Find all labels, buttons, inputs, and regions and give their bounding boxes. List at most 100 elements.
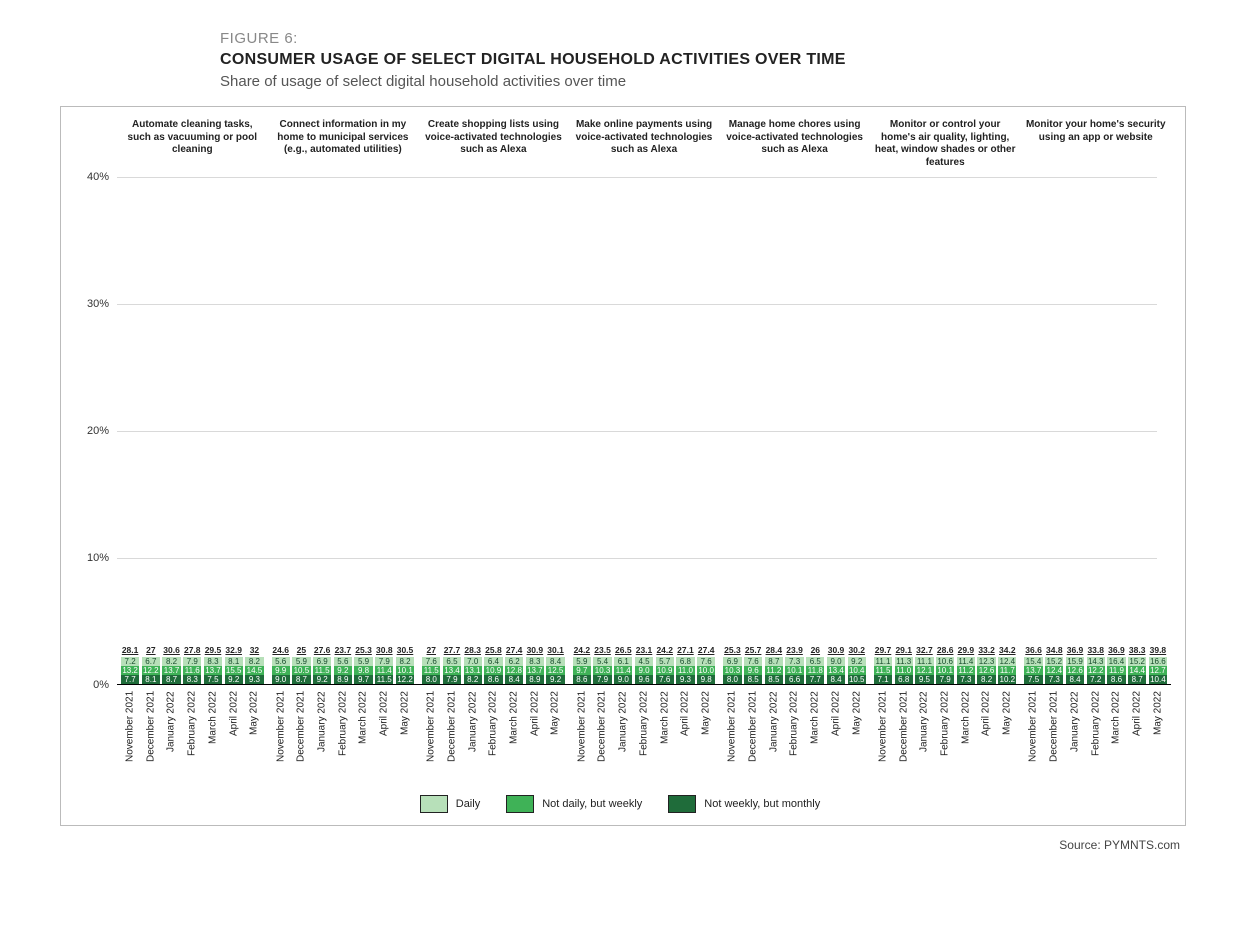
x-label: November 2021	[1024, 691, 1042, 785]
x-axis-labels: November 2021December 2021January 2022Fe…	[870, 685, 1021, 785]
bar-segment-monthly: 9.5	[915, 675, 933, 684]
x-label: November 2021	[723, 691, 741, 785]
bar-total-label: 25.7	[744, 645, 762, 655]
chart-panel: Connect information in my home to munici…	[268, 119, 419, 785]
panel-title: Monitor your home's security using an ap…	[1020, 119, 1171, 171]
bar-segment-weekly: 11.0	[895, 666, 913, 675]
bar-segment-monthly: 7.9	[936, 675, 954, 684]
bar-segment-monthly: 8.7	[162, 675, 180, 684]
legend-label: Daily	[456, 798, 480, 810]
bar-segment-label: 7.9	[187, 657, 198, 666]
y-axis: 0%10%20%30%40%	[69, 119, 117, 785]
bar-segment-label: 12.4	[1000, 657, 1016, 666]
panel-title: Make online payments using voice-activat…	[569, 119, 720, 171]
bar: 30.99.013.48.4	[827, 645, 845, 684]
bar-segment-label: 12.8	[506, 666, 522, 675]
bar-segment-weekly: 13.2	[121, 666, 139, 675]
bar-segment-monthly: 8.4	[827, 675, 845, 684]
bar-segment-label: 15.5	[226, 666, 242, 675]
bar-segment-label: 8.0	[727, 675, 738, 684]
bar-segment-label: 10.1	[787, 666, 803, 675]
bar-segment-monthly: 12.2	[396, 675, 414, 684]
chart-body: 0%10%20%30%40%Automate cleaning tasks, s…	[69, 119, 1171, 785]
bar-segment-label: 8.7	[166, 675, 177, 684]
bar-segment-monthly: 7.9	[443, 675, 461, 684]
bar-segment-monthly: 8.6	[484, 675, 502, 684]
legend-item: Daily	[420, 795, 480, 813]
bar-segment-label: 10.4	[849, 666, 865, 675]
bar-segment-label: 11.5	[377, 675, 392, 684]
bar-segment-monthly: 9.2	[225, 675, 243, 684]
bar-segment-label: 9.0	[638, 666, 649, 675]
bar-segment-weekly: 11.5	[313, 666, 331, 675]
bar-segment-label: 7.3	[1049, 675, 1060, 684]
bar-segment-daily: 14.3	[1087, 657, 1105, 666]
x-label: March 2022	[354, 691, 372, 785]
bar-segment-daily: 16.6	[1149, 657, 1167, 666]
bar-total-label: 24.2	[573, 645, 591, 655]
bar-segment-label: 9.2	[317, 675, 328, 684]
bar-segment-monthly: 9.6	[635, 675, 653, 684]
bar-segment-weekly: 12.2	[142, 666, 160, 675]
bar-total-label: 28.3	[464, 645, 482, 655]
bar-segment-weekly: 14.5	[245, 666, 263, 675]
bar-segment-label: 10.1	[937, 666, 953, 675]
y-tick-label: 40%	[87, 171, 109, 183]
bar-segment-label: 14.3	[1088, 657, 1104, 666]
bar-total-label: 27.6	[313, 645, 331, 655]
bar-segment-monthly: 8.2	[977, 675, 995, 684]
bar-segment-label: 9.6	[638, 675, 649, 684]
bar-total-label: 30.1	[546, 645, 564, 655]
bar-segment-monthly: 8.9	[526, 675, 544, 684]
bar-total-label: 23.9	[785, 645, 803, 655]
x-label: December 2021	[142, 691, 160, 785]
bar-segment-weekly: 13.1	[464, 666, 482, 675]
bar: 25.36.910.38.0	[723, 645, 741, 684]
bar-segment-label: 13.4	[444, 666, 460, 675]
y-tick-label: 0%	[93, 679, 109, 691]
bar-segment-weekly: 11.0	[676, 666, 694, 675]
bar-segment-monthly: 8.4	[1066, 675, 1084, 684]
bar-segment-monthly: 7.9	[593, 675, 611, 684]
bar-segment-label: 6.5	[810, 657, 821, 666]
bar: 27.47.610.09.8	[697, 645, 715, 684]
chart-frame: 0%10%20%30%40%Automate cleaning tasks, s…	[60, 106, 1186, 826]
bar-segment-weekly: 12.5	[546, 666, 564, 675]
bar-segment-monthly: 9.7	[354, 675, 372, 684]
legend-label: Not daily, but weekly	[542, 798, 642, 810]
bar-segment-label: 8.9	[337, 675, 348, 684]
bar-segment-daily: 5.9	[292, 657, 310, 666]
bar-segment-daily: 8.4	[546, 657, 564, 666]
bar-segment-daily: 8.1	[225, 657, 243, 666]
bar-segment-weekly: 10.1	[396, 666, 414, 675]
bar-segment-weekly: 11.6	[183, 666, 201, 675]
bar-segment-label: 9.7	[576, 666, 587, 675]
bar-segment-monthly: 7.7	[806, 675, 824, 684]
bar-segment-label: 9.2	[851, 657, 862, 666]
source-attribution: Source: PYMNTS.com	[40, 838, 1180, 852]
bar-segment-label: 11.7	[1000, 666, 1015, 675]
chart-panel: Monitor your home's security using an ap…	[1020, 119, 1171, 785]
bar-segment-monthly: 9.0	[272, 675, 290, 684]
bar-segment-monthly: 7.1	[874, 675, 892, 684]
gridline	[117, 558, 1157, 559]
bar-total-label: 36.9	[1107, 645, 1125, 655]
bar-segment-label: 12.6	[1067, 666, 1083, 675]
bar-segment-monthly: 9.0	[614, 675, 632, 684]
bar-segment-label: 10.4	[1150, 675, 1166, 684]
x-label: May 2022	[1149, 691, 1167, 785]
bar: 36.615.413.77.5	[1024, 645, 1042, 684]
bar: 30.18.412.59.2	[546, 645, 564, 684]
bar-segment-label: 9.2	[337, 666, 348, 675]
x-label: February 2022	[635, 691, 653, 785]
x-label: January 2022	[1066, 691, 1084, 785]
bar-segment-daily: 5.9	[573, 657, 591, 666]
bar: 32.711.112.19.5	[915, 645, 933, 684]
chart-panel: Monitor or control your home's air quali…	[870, 119, 1021, 785]
bar-segment-label: 12.3	[979, 657, 995, 666]
bar-segment-label: 7.9	[379, 657, 390, 666]
bar: 25.86.410.98.6	[484, 645, 502, 684]
bar-total-label: 34.8	[1045, 645, 1063, 655]
bar-total-label: 30.5	[396, 645, 414, 655]
bar-segment-label: 6.7	[145, 657, 156, 666]
